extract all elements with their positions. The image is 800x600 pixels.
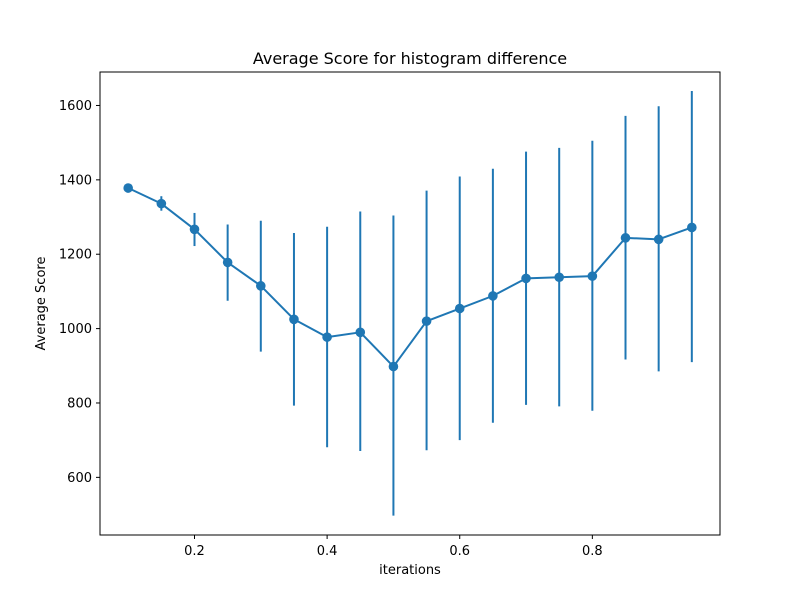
data-point	[554, 272, 564, 283]
y-axis-label: Average Score	[34, 257, 49, 351]
y-tick-label: 800	[67, 396, 92, 411]
data-point	[289, 314, 299, 325]
data-point	[687, 222, 697, 233]
y-tick-label: 1400	[59, 173, 92, 188]
data-point	[587, 271, 598, 281]
x-tick-label: 0.4	[317, 544, 338, 559]
data-point	[421, 316, 432, 326]
y-axis: 600 800 1000 1200 1400 1600	[59, 99, 100, 486]
plot-area	[123, 90, 697, 516]
chart-title: Average Score for histogram difference	[253, 49, 567, 68]
data-point	[488, 291, 498, 301]
x-tick-label: 0.2	[184, 544, 205, 559]
data-point	[123, 183, 133, 193]
x-tick-label: 0.8	[582, 544, 603, 559]
data-point	[454, 303, 465, 314]
data-point	[222, 257, 233, 268]
data-point	[256, 281, 266, 291]
data-point	[388, 361, 399, 372]
y-tick-label: 1200	[59, 248, 92, 263]
y-tick-label: 1000	[59, 322, 92, 337]
axes-frame	[99, 71, 721, 536]
x-tick-label: 0.6	[449, 544, 470, 559]
data-point	[355, 327, 366, 338]
data-point	[156, 198, 167, 209]
y-tick-label: 600	[67, 471, 92, 486]
data-point	[322, 332, 332, 342]
data-point	[653, 234, 664, 245]
x-axis-label: iterations	[379, 563, 441, 578]
data-point	[189, 224, 200, 235]
data-point	[620, 233, 631, 243]
data-point	[521, 273, 531, 284]
x-axis: 0.2 0.4 0.6 0.8	[184, 535, 603, 559]
series-line	[127, 187, 693, 368]
y-tick-label: 1600	[59, 99, 92, 114]
